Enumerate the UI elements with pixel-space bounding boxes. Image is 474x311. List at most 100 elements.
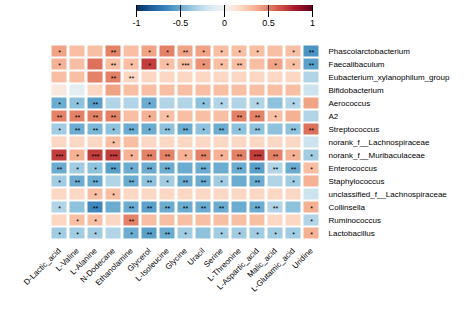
svg-text:*: * (202, 62, 205, 69)
svg-text:Enterococcus: Enterococcus (329, 164, 377, 173)
svg-text:*: * (112, 127, 115, 134)
svg-text:L-Glutamic_acid: L-Glutamic_acid (249, 246, 296, 293)
svg-text:**: ** (237, 62, 243, 69)
svg-text:**: ** (201, 166, 207, 173)
svg-text:*: * (292, 153, 295, 160)
svg-text:*: * (256, 101, 259, 108)
svg-text:*: * (58, 179, 61, 186)
svg-text:**: ** (273, 205, 279, 212)
svg-text:*: * (220, 49, 223, 56)
svg-text:*: * (292, 179, 295, 186)
svg-text:*: * (148, 114, 151, 121)
svg-text:**: ** (93, 179, 99, 186)
svg-text:**: ** (183, 49, 189, 56)
svg-text:*: * (202, 101, 205, 108)
svg-text:*: * (94, 218, 97, 225)
svg-text:**: ** (147, 231, 153, 238)
svg-text:*: * (310, 218, 313, 225)
svg-text:*: * (58, 205, 61, 212)
svg-text:**: ** (165, 166, 171, 173)
svg-text:*: * (220, 153, 223, 160)
svg-text:*: * (130, 231, 133, 238)
svg-text:*: * (184, 231, 187, 238)
svg-text:**: ** (183, 179, 189, 186)
svg-text:*: * (220, 179, 223, 186)
svg-text:**: ** (57, 114, 63, 121)
svg-text:*: * (310, 166, 313, 173)
svg-text:Lactobacillus: Lactobacillus (329, 229, 375, 238)
svg-text:**: ** (75, 114, 81, 121)
svg-text:***: *** (91, 153, 99, 160)
svg-text:*: * (148, 49, 151, 56)
svg-text:**: ** (147, 153, 153, 160)
svg-text:*: * (256, 231, 259, 238)
svg-text:1: 1 (310, 18, 315, 28)
svg-text:**: ** (129, 127, 135, 134)
svg-text:Eubacterium_xylanophilum_group: Eubacterium_xylanophilum_group (329, 73, 451, 82)
svg-text:**: ** (237, 153, 243, 160)
svg-text:*: * (202, 127, 205, 134)
svg-text:***: *** (253, 153, 261, 160)
svg-text:*: * (76, 218, 79, 225)
svg-text:unclassified_f__Lachnospiracea: unclassified_f__Lachnospiraceae (329, 190, 448, 199)
svg-text:*: * (112, 140, 115, 147)
svg-text:Bifidobacterium: Bifidobacterium (329, 86, 384, 95)
svg-text:**: ** (237, 114, 243, 121)
svg-text:**: ** (93, 101, 99, 108)
svg-text:**: ** (255, 127, 261, 134)
svg-text:*: * (274, 231, 277, 238)
svg-text:*: * (238, 231, 241, 238)
svg-text:**: ** (237, 166, 243, 173)
svg-text:**: ** (291, 166, 297, 173)
svg-text:*: * (76, 166, 79, 173)
svg-text:**: ** (201, 205, 207, 212)
svg-text:**: ** (309, 49, 315, 56)
svg-text:*: * (58, 101, 61, 108)
svg-text:***: *** (109, 153, 117, 160)
svg-text:**: ** (255, 114, 261, 121)
svg-text:*: * (256, 49, 259, 56)
svg-text:**: ** (93, 127, 99, 134)
svg-text:*: * (112, 192, 115, 199)
svg-text:-0.5: -0.5 (173, 18, 189, 28)
svg-text:**: ** (255, 166, 261, 173)
svg-text:*: * (220, 62, 223, 69)
svg-text:*: * (94, 166, 97, 173)
svg-text:**: ** (111, 114, 117, 121)
svg-text:*: * (130, 166, 133, 173)
svg-text:*: * (274, 62, 277, 69)
svg-text:*: * (292, 62, 295, 69)
svg-text:Aerococcus: Aerococcus (329, 99, 371, 108)
svg-text:**: ** (147, 166, 153, 173)
svg-text:**: ** (111, 49, 117, 56)
svg-text:*: * (94, 192, 97, 199)
svg-text:Streptococcus: Streptococcus (329, 125, 380, 134)
svg-text:**: ** (111, 62, 117, 69)
svg-text:Faecalibaculum: Faecalibaculum (329, 60, 385, 69)
svg-text:**: ** (93, 114, 99, 121)
svg-text:Phascolarctobacterium: Phascolarctobacterium (329, 47, 411, 56)
svg-text:*: * (148, 127, 151, 134)
svg-text:**: ** (147, 179, 153, 186)
svg-text:**: ** (165, 231, 171, 238)
svg-text:Glycine: Glycine (163, 246, 189, 272)
svg-text:**: ** (291, 127, 297, 134)
svg-text:*: * (310, 205, 313, 212)
svg-text:**: ** (165, 127, 171, 134)
svg-text:**: ** (183, 127, 189, 134)
svg-text:*: * (238, 127, 241, 134)
svg-text:*: * (94, 231, 97, 238)
svg-text:**: ** (111, 75, 117, 82)
svg-text:*: * (292, 101, 295, 108)
svg-text:**: ** (165, 205, 171, 212)
svg-text:***: *** (181, 62, 189, 69)
svg-text:*: * (202, 49, 205, 56)
svg-text:**: ** (273, 166, 279, 173)
svg-text:*: * (58, 62, 61, 69)
svg-text:*: * (166, 49, 169, 56)
svg-text:-1: -1 (132, 18, 140, 28)
svg-text:A2: A2 (329, 112, 339, 121)
svg-text:Ruminococcus: Ruminococcus (329, 216, 381, 225)
svg-text:**: ** (255, 205, 261, 212)
svg-text:**: ** (255, 179, 261, 186)
